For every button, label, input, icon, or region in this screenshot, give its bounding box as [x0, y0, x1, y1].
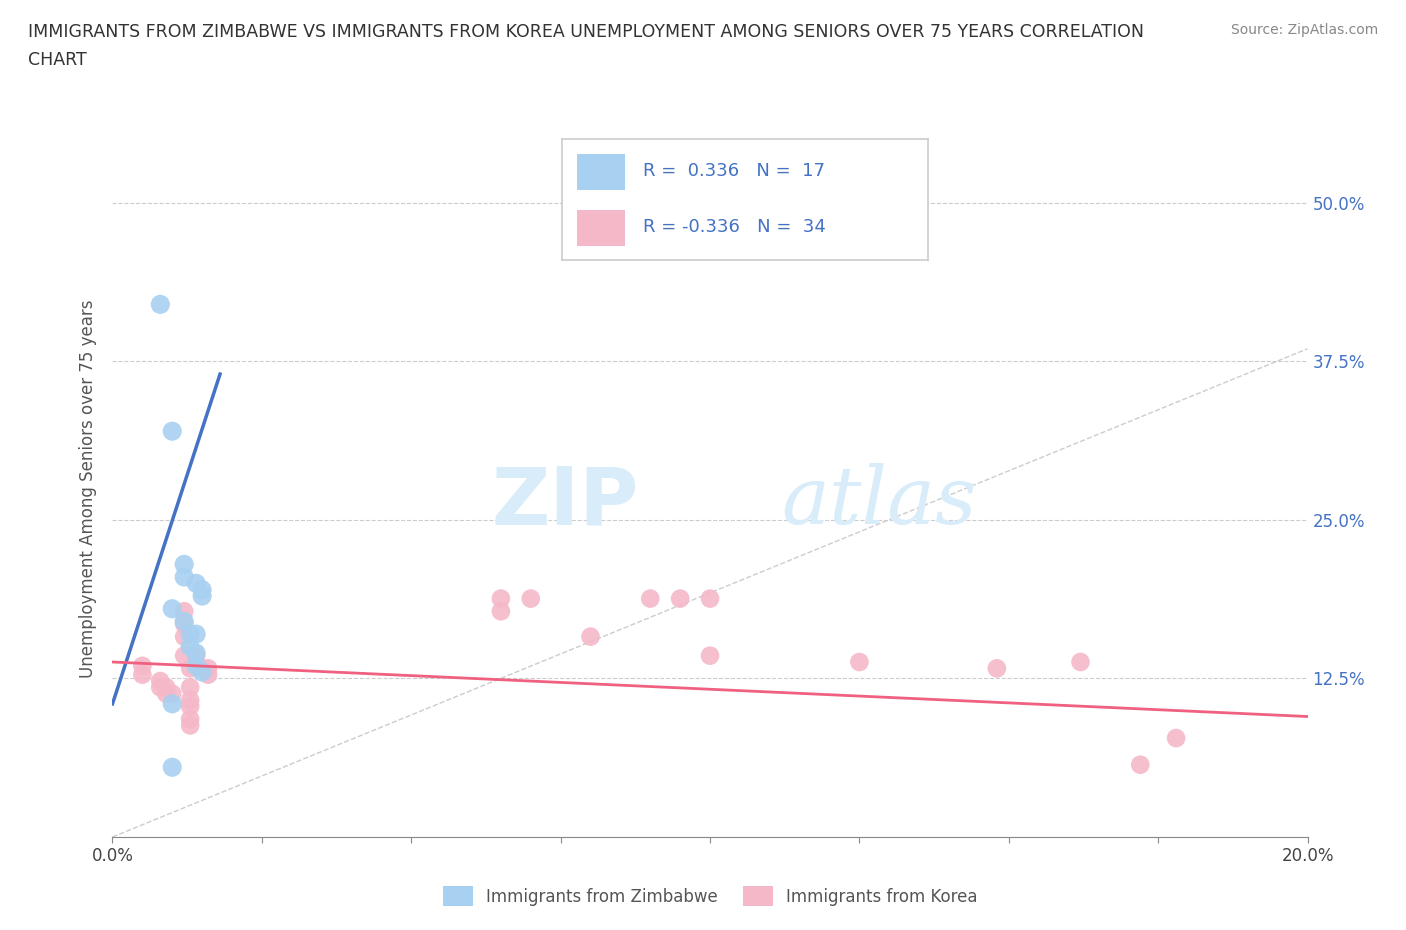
Point [173, 648, 195, 663]
Point [162, 602, 183, 617]
Point [173, 557, 195, 572]
Point [179, 711, 201, 726]
Point [1164, 731, 1187, 746]
Point [173, 630, 195, 644]
Point [179, 627, 201, 642]
Point [179, 661, 201, 676]
Point [186, 576, 208, 591]
Point [191, 661, 214, 676]
Point [986, 661, 1008, 676]
Point [191, 589, 214, 604]
Bar [576, 154, 624, 191]
Point [179, 693, 201, 708]
Point [173, 617, 195, 631]
Point [579, 630, 602, 644]
Text: IMMIGRANTS FROM ZIMBABWE VS IMMIGRANTS FROM KOREA UNEMPLOYMENT AMONG SENIORS OVE: IMMIGRANTS FROM ZIMBABWE VS IMMIGRANTS F… [28, 23, 1144, 41]
Y-axis label: Unemployment Among Seniors over 75 years: Unemployment Among Seniors over 75 years [79, 299, 97, 677]
Point [186, 658, 208, 673]
Point [155, 686, 177, 701]
Point [173, 604, 195, 618]
Point [179, 680, 201, 695]
Point [186, 648, 208, 663]
Text: R =  0.336   N =  17: R = 0.336 N = 17 [643, 162, 825, 179]
Point [191, 582, 214, 597]
Point [1069, 655, 1091, 670]
Text: CHART: CHART [28, 51, 87, 69]
Text: R = -0.336   N =  34: R = -0.336 N = 34 [643, 218, 825, 235]
Text: atlas: atlas [782, 463, 977, 541]
Point [179, 699, 201, 714]
Text: ZIP: ZIP [491, 463, 638, 541]
Point [173, 569, 195, 584]
Point [638, 591, 662, 606]
Legend: Immigrants from Zimbabwe, Immigrants from Korea: Immigrants from Zimbabwe, Immigrants fro… [436, 880, 984, 912]
Text: Source: ZipAtlas.com: Source: ZipAtlas.com [1230, 23, 1378, 37]
Point [162, 686, 183, 701]
Point [149, 680, 172, 695]
Point [149, 673, 172, 688]
Point [131, 658, 153, 673]
Point [162, 697, 183, 711]
Point [149, 297, 172, 312]
Point [848, 655, 870, 670]
Point [1129, 757, 1152, 772]
Point [186, 645, 208, 660]
Point [191, 665, 214, 680]
Point [186, 627, 208, 642]
Point [179, 718, 201, 733]
Point [699, 648, 721, 663]
Point [162, 760, 183, 775]
Point [520, 591, 543, 606]
Point [179, 639, 201, 654]
Point [155, 680, 177, 695]
Point [489, 604, 512, 618]
Point [173, 614, 195, 629]
Point [669, 591, 692, 606]
Point [197, 667, 219, 682]
Bar [576, 209, 624, 246]
Point [197, 661, 219, 676]
Point [699, 591, 721, 606]
Point [162, 424, 183, 439]
Point [489, 591, 512, 606]
Point [131, 667, 153, 682]
